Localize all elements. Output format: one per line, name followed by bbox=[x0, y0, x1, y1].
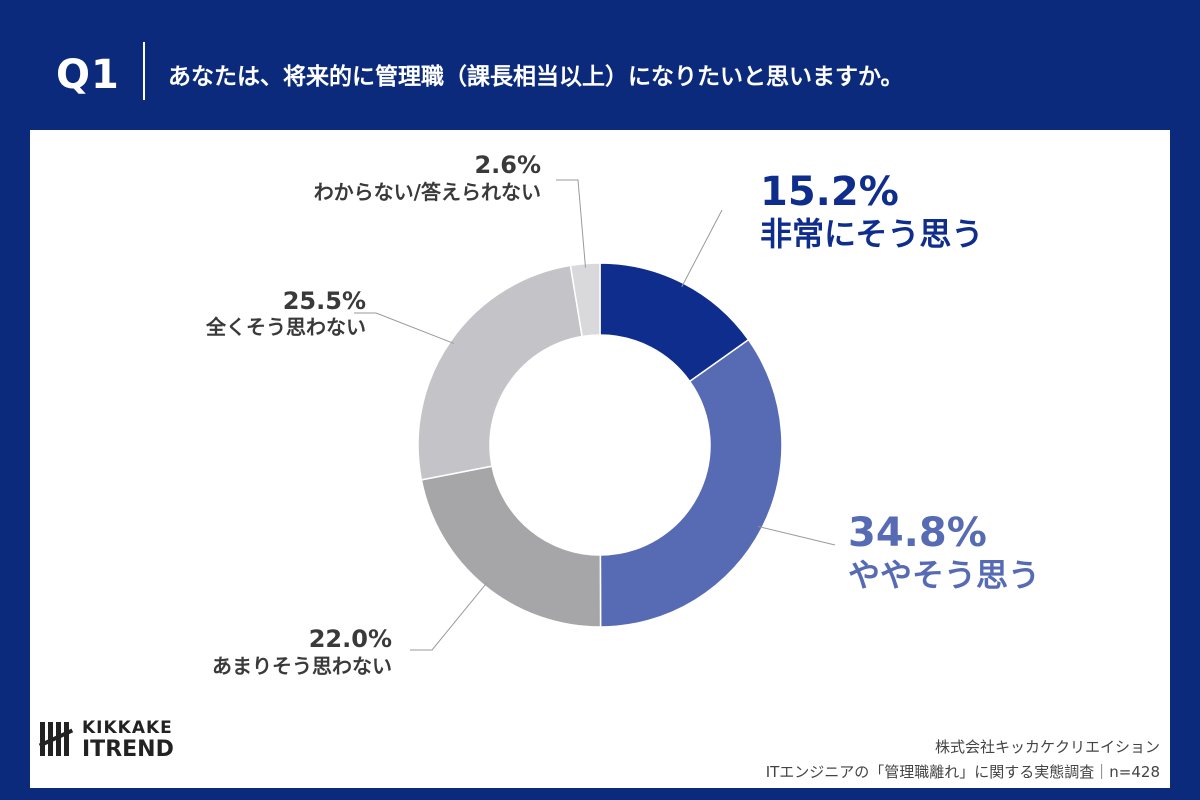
slice-somewhat bbox=[599, 338, 783, 628]
question-number: Q1 bbox=[56, 52, 120, 98]
logo-text-kikkake: KIKKAKE bbox=[82, 718, 173, 738]
leader-line bbox=[758, 525, 836, 546]
leader-line bbox=[410, 582, 488, 651]
logo-text-itrend: ITREND bbox=[82, 737, 174, 762]
slice-percent-label: 25.5% bbox=[283, 287, 366, 315]
leader-line bbox=[681, 209, 723, 288]
source-note: 株式会社キッカケクリエイション ITエンジニアの「管理職離れ」に関する実態調査｜… bbox=[766, 735, 1160, 785]
slice-category-label: あまりそう思わない bbox=[212, 654, 392, 678]
header-bar: Q1 あなたは、将来的に管理職（課長相当以上）になりたいと思いますか。 bbox=[0, 0, 1200, 130]
leader-line bbox=[354, 312, 455, 344]
slice-percent-label: 22.0% bbox=[309, 625, 392, 653]
source-survey: ITエンジニアの「管理職離れ」に関する実態調査｜n=428 bbox=[765, 763, 1160, 781]
header-divider bbox=[143, 42, 145, 100]
logo-mark-icon bbox=[38, 722, 74, 756]
source-company: 株式会社キッカケクリエイション bbox=[934, 738, 1160, 756]
leader-line bbox=[556, 179, 586, 268]
chart-panel bbox=[30, 130, 1170, 788]
slice-unknown bbox=[569, 262, 601, 338]
slice-not-at-all bbox=[417, 264, 583, 481]
slice-category-label: わからない/答えられない bbox=[314, 180, 541, 204]
slice-category-label: ややそう思う bbox=[848, 556, 1040, 594]
slice-category-label: 非常にそう思う bbox=[760, 215, 983, 253]
slice-percent-label: 2.6% bbox=[474, 151, 541, 179]
slice-not-much bbox=[420, 465, 602, 628]
slice-percent-label: 15.2% bbox=[760, 169, 899, 215]
question-text: あなたは、将来的に管理職（課長相当以上）になりたいと思いますか。 bbox=[168, 64, 904, 90]
slice-percent-label: 34.8% bbox=[848, 510, 987, 556]
slice-category-label: 全くそう思わない bbox=[205, 315, 366, 339]
